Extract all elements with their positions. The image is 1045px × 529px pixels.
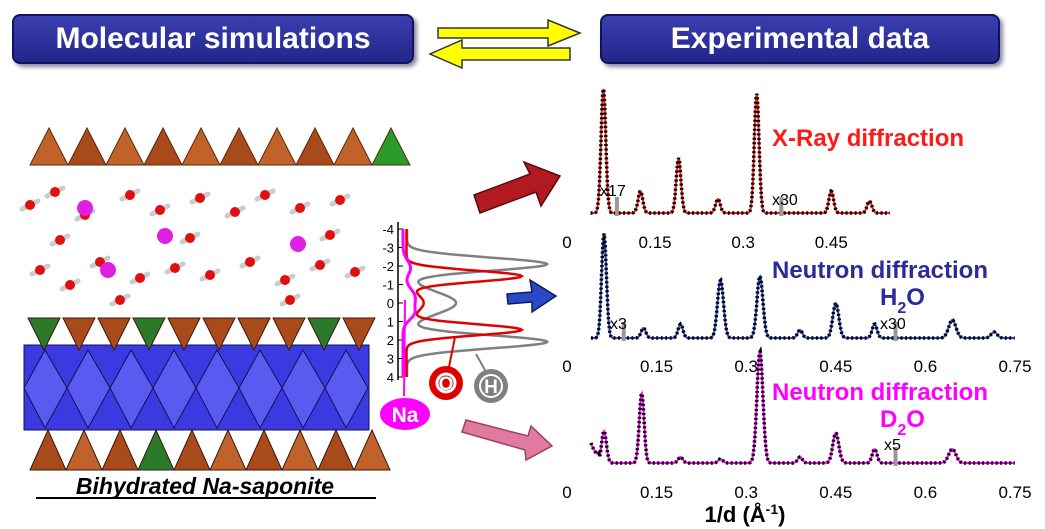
experimental-data-header: Experimental data — [600, 14, 1000, 64]
density-tick-label: 1 — [387, 315, 394, 330]
x-tick-label: 0.75 — [998, 357, 1031, 376]
na-density-curve — [401, 229, 417, 377]
scale-label: x30 — [880, 316, 906, 333]
scale-label: x5 — [884, 437, 901, 454]
o-density-curve — [405, 229, 525, 377]
bottom-tetrahedra-layer — [27, 317, 391, 471]
x-tick-label: 0.3 — [731, 233, 755, 252]
exchange-arrows-icon — [428, 18, 582, 70]
x-tick-label: 0.6 — [914, 483, 938, 502]
panel-subtitle: H2O — [880, 284, 925, 317]
x-tick-label: 0.45 — [819, 357, 852, 376]
h-density-curve — [405, 229, 550, 377]
neutron-d2o-panel: Neutron diffraction D2O x5 0 0.15 0.3 0.45 0… — [562, 346, 1032, 502]
neutron-h2o-panel: Neutron diffraction H2O x3 x30 0 0.15 0.3 0… — [562, 233, 1032, 376]
x-tick-label: 0 — [562, 233, 571, 252]
x-tick-label: 0.45 — [819, 483, 852, 502]
density-profile: -4 -3 -2 -1 0 1 2 3 4 Na O H — [378, 222, 550, 432]
svg-text:Na: Na — [392, 404, 419, 427]
octahedral-sheet — [23, 344, 370, 431]
structure-caption: Bihydrated Na-saponite — [76, 473, 334, 499]
density-tick-label: -1 — [382, 278, 394, 293]
neutron-h2o-arrow-icon — [506, 278, 558, 314]
x-tick-label: 0.75 — [998, 483, 1031, 502]
neutron-d2o-arrow-icon — [461, 419, 554, 462]
x-tick-label: 0.15 — [639, 233, 672, 252]
na-badge: Na — [378, 396, 432, 432]
x-tick-label: 0.45 — [815, 233, 848, 252]
svg-text:O: O — [439, 374, 454, 395]
top-tetrahedra-layer — [29, 126, 411, 166]
experimental-data-points — [590, 233, 1015, 340]
xray-arrow-icon — [473, 160, 562, 214]
panel-subtitle: D2O — [880, 406, 925, 439]
panel-title: X-Ray diffraction — [772, 125, 964, 152]
x-tick-label: 0 — [562, 357, 571, 376]
panel-title: Neutron diffraction — [772, 379, 988, 406]
experimental-data-points — [589, 346, 1015, 465]
x-tick-label: 0.15 — [640, 357, 673, 376]
x-tick-label: 0 — [562, 483, 571, 502]
saponite-structure-illustration: Bihydrated Na-saponite — [19, 126, 411, 499]
o-badge: O — [429, 366, 463, 400]
density-tick-label: -4 — [382, 222, 394, 237]
density-tick-label: -2 — [382, 259, 394, 274]
density-tick-label: -3 — [382, 241, 394, 256]
panel-title: Neutron diffraction — [772, 257, 988, 284]
x-tick-label: 0.3 — [734, 483, 758, 502]
scale-label: x30 — [772, 192, 798, 209]
density-tick-label: 0 — [387, 296, 394, 311]
x-tick-label: 0.6 — [914, 357, 938, 376]
density-tick-label: 2 — [387, 333, 394, 348]
xray-diffraction-panel: X-Ray diffraction x17 x30 0 0.15 0.3 0.45 — [562, 88, 964, 252]
x-tick-label: 0.3 — [734, 357, 758, 376]
density-tick-label: 3 — [387, 352, 394, 367]
density-tick-label: 4 — [387, 370, 394, 385]
svg-text:H: H — [484, 377, 498, 398]
experimental-data-points — [590, 88, 890, 215]
x-axis-label: 1/d (Å-1) — [705, 501, 786, 527]
h-badge: H — [474, 369, 508, 403]
x-tick-label: 0.15 — [640, 483, 673, 502]
scale-label: x3 — [610, 316, 627, 333]
interlayer-water-molecules — [19, 185, 366, 307]
molecular-simulations-header: Molecular simulations — [12, 14, 414, 64]
scale-label: x17 — [600, 183, 626, 200]
